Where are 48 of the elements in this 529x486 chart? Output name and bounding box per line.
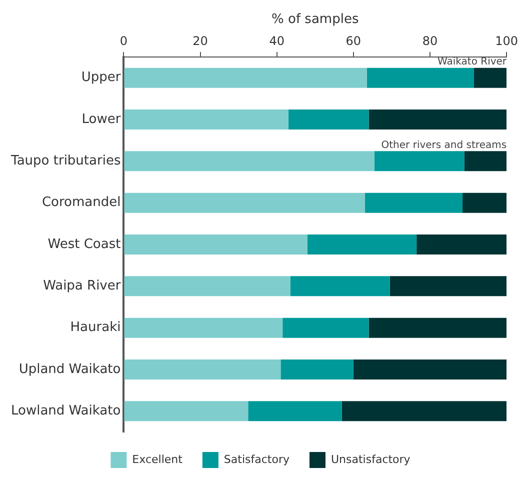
x-tick-label: 40 [269,34,284,48]
bar [124,110,288,130]
bar [416,234,507,254]
annotation: Waikato River [438,56,508,68]
bar [364,192,463,213]
annotation: Other rivers and streams [381,140,507,151]
bar [342,401,507,422]
bar [280,360,354,380]
x-tick-label: 60 [346,34,362,48]
y-tick-label: Upland Waikato [18,362,121,377]
bar [368,110,507,130]
legend-label: Satisfactory [224,452,290,466]
bar [462,192,507,213]
y-tick-label: Lower [82,112,122,127]
x-tick-label: 80 [422,34,438,48]
y-tick-label: Upper [81,70,122,86]
bar [124,401,248,422]
bar [353,360,507,380]
y-tick-label: Taupo tributaries [10,154,121,169]
x-axis-title: % of samples [272,12,359,28]
bar [374,151,464,172]
bar [307,234,417,254]
bar [248,401,342,422]
bar [288,110,369,130]
legend-label: Excellent [132,452,184,466]
y-tick-label: Coromandel [42,195,121,210]
bar [366,68,474,88]
bar [124,68,367,88]
y-tick-label: West Coast [48,236,121,252]
bar [124,318,283,338]
y-tick-label: Hauraki [70,320,121,336]
x-tick-label: 0 [120,34,128,48]
bar [282,318,369,338]
bar [124,151,374,172]
x-tick-label: 100 [495,34,518,48]
x-tick-label: 20 [192,34,208,48]
legend-label: Unsatisfactory [330,452,411,466]
bar [124,192,365,213]
bar [390,276,507,296]
y-tick-label: Waipa River [43,278,122,294]
y-tick-label: Lowland Waikato [10,404,121,419]
bar [124,234,308,254]
bar [368,318,507,338]
bar [124,276,290,296]
bar [124,360,281,380]
bar [464,151,507,172]
bar [290,276,390,296]
bar [474,68,507,88]
